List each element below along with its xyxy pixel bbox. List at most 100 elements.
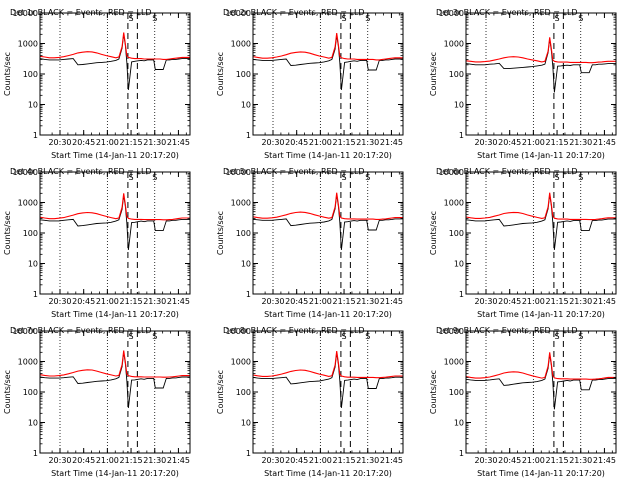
x-tick-label: 21:30 xyxy=(356,138,379,147)
series-lld-line xyxy=(252,33,403,61)
x-tick-label: 21:15 xyxy=(333,138,356,147)
y-tick-label: 1000 xyxy=(18,40,38,49)
x-tick-label: 21:15 xyxy=(546,456,569,465)
x-tick-label: 21:15 xyxy=(120,456,143,465)
y-axis-label: Counts/sec xyxy=(3,52,12,96)
y-tick-label: 1 xyxy=(246,290,251,299)
y-tick-label: 1000 xyxy=(444,40,464,49)
x-tick-label: 20:30 xyxy=(474,138,497,147)
annotation-marker: S xyxy=(152,332,157,341)
y-tick-label: 10000 xyxy=(226,9,251,18)
x-tick-label: 20:30 xyxy=(474,456,497,465)
annotation-marker: S xyxy=(152,173,157,182)
x-tick-label: 20:30 xyxy=(48,456,71,465)
x-tick-label: 20:30 xyxy=(48,138,71,147)
x-tick-label: 21:00 xyxy=(96,456,119,465)
y-tick-label: 1 xyxy=(246,131,251,140)
x-tick-label: 21:15 xyxy=(333,297,356,306)
x-tick-label: 20:45 xyxy=(285,456,308,465)
y-tick-label: 10000 xyxy=(439,327,464,336)
x-tick-label: 21:45 xyxy=(380,138,403,147)
x-tick-label: 20:30 xyxy=(261,456,284,465)
y-tick-label: 10 xyxy=(454,101,464,110)
x-axis-label: Start Time (14-Jan-11 20:17:20) xyxy=(477,151,605,160)
annotation-marker: S xyxy=(129,173,134,182)
series-lld-line xyxy=(465,192,616,221)
series-lld-line xyxy=(39,193,190,221)
annotation-marker: S xyxy=(365,14,370,23)
series-lld-line xyxy=(39,32,190,60)
x-axis-label: Start Time (14-Jan-11 20:17:20) xyxy=(477,469,605,478)
annotation-marker: S xyxy=(555,14,560,23)
y-tick-label: 100 xyxy=(23,229,38,238)
x-tick-label: 20:30 xyxy=(261,138,284,147)
series-lld-line xyxy=(465,352,616,380)
x-tick-label: 21:00 xyxy=(522,297,545,306)
x-tick-label: 21:30 xyxy=(569,138,592,147)
y-tick-label: 10 xyxy=(28,419,38,428)
y-tick-label: 100 xyxy=(23,70,38,79)
y-tick-label: 10000 xyxy=(13,9,38,18)
x-tick-label: 21:00 xyxy=(522,456,545,465)
x-tick-label: 21:00 xyxy=(96,297,119,306)
y-tick-label: 10 xyxy=(454,419,464,428)
y-tick-label: 10000 xyxy=(226,168,251,177)
x-tick-label: 20:30 xyxy=(48,297,71,306)
x-tick-label: 21:30 xyxy=(569,297,592,306)
y-tick-label: 1 xyxy=(459,449,464,458)
series-lld-line xyxy=(252,192,403,220)
y-axis-label: Counts/sec xyxy=(216,211,225,255)
annotation-marker: S xyxy=(365,332,370,341)
y-tick-label: 1 xyxy=(33,290,38,299)
x-tick-label: 21:45 xyxy=(380,297,403,306)
y-tick-label: 10 xyxy=(28,260,38,269)
y-tick-label: 100 xyxy=(236,388,251,397)
y-tick-label: 10000 xyxy=(13,327,38,336)
annotation-marker: S xyxy=(578,173,583,182)
x-tick-label: 20:45 xyxy=(285,138,308,147)
x-tick-label: 21:15 xyxy=(546,297,569,306)
x-tick-label: 20:45 xyxy=(498,456,521,465)
x-tick-label: 20:45 xyxy=(72,138,95,147)
x-tick-label: 21:00 xyxy=(309,297,332,306)
y-tick-label: 1 xyxy=(459,290,464,299)
annotation-marker: S xyxy=(129,332,134,341)
y-tick-label: 10000 xyxy=(439,9,464,18)
y-tick-label: 100 xyxy=(236,70,251,79)
y-tick-label: 1000 xyxy=(231,199,251,208)
x-tick-label: 20:45 xyxy=(72,456,95,465)
series-lld-line xyxy=(465,37,616,64)
y-axis-label: Counts/sec xyxy=(429,52,438,96)
y-axis-label: Counts/sec xyxy=(429,370,438,414)
annotation-marker: S xyxy=(578,332,583,341)
x-tick-label: 21:00 xyxy=(96,138,119,147)
y-tick-label: 1 xyxy=(33,131,38,140)
x-tick-label: 21:00 xyxy=(309,456,332,465)
x-tick-label: 21:00 xyxy=(309,138,332,147)
y-axis-label: Counts/sec xyxy=(3,370,12,414)
x-tick-label: 20:30 xyxy=(261,297,284,306)
y-tick-label: 100 xyxy=(23,388,38,397)
annotation-marker: S xyxy=(365,173,370,182)
x-tick-label: 21:45 xyxy=(380,456,403,465)
series-lld-line xyxy=(252,351,403,379)
y-tick-label: 1000 xyxy=(231,40,251,49)
x-axis-label: Start Time (14-Jan-11 20:17:20) xyxy=(264,151,392,160)
annotation-marker: S xyxy=(555,332,560,341)
x-tick-label: 21:15 xyxy=(546,138,569,147)
y-tick-label: 10 xyxy=(241,260,251,269)
x-axis-label: Start Time (14-Jan-11 20:17:20) xyxy=(51,151,179,160)
x-tick-label: 21:30 xyxy=(143,297,166,306)
x-tick-label: 21:30 xyxy=(356,297,379,306)
x-tick-label: 21:00 xyxy=(522,138,545,147)
x-tick-label: 21:45 xyxy=(593,297,616,306)
annotation-marker: S xyxy=(342,14,347,23)
y-axis-label: Counts/sec xyxy=(216,370,225,414)
